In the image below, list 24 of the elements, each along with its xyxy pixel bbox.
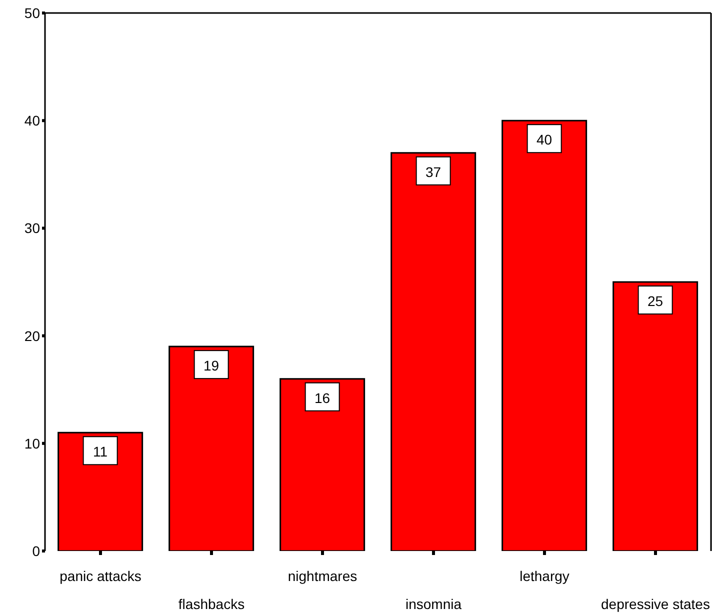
x-tick-label: nightmares — [288, 568, 358, 584]
y-tick-label: 0 — [32, 542, 40, 559]
bar — [168, 346, 254, 551]
data-label: 19 — [204, 358, 220, 374]
bar — [280, 378, 366, 551]
bar — [612, 281, 698, 551]
data-label: 11 — [93, 444, 108, 460]
y-tick-label: 20 — [24, 328, 40, 344]
x-tick-label: depressive states — [601, 596, 710, 612]
data-label: 16 — [314, 390, 330, 406]
y-tick-label: 30 — [24, 220, 40, 236]
y-tick-label: 40 — [24, 112, 40, 129]
data-label: 40 — [536, 132, 552, 148]
bar — [502, 120, 588, 551]
y-tick-label: 50 — [24, 4, 40, 21]
x-tick-label: flashbacks — [178, 596, 245, 612]
bar — [390, 152, 476, 551]
x-tick-label: lethargy — [520, 568, 570, 584]
x-tick-label: insomnia — [405, 596, 462, 612]
data-label: 25 — [648, 293, 664, 309]
data-label: 37 — [426, 164, 442, 180]
bar — [58, 432, 144, 551]
y-tick-label: 10 — [24, 435, 40, 452]
x-tick-label: panic attacks — [60, 568, 142, 584]
